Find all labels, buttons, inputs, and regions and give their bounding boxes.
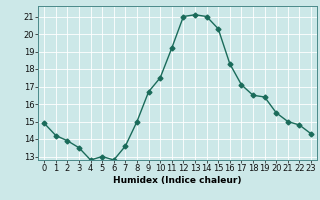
X-axis label: Humidex (Indice chaleur): Humidex (Indice chaleur) xyxy=(113,176,242,185)
